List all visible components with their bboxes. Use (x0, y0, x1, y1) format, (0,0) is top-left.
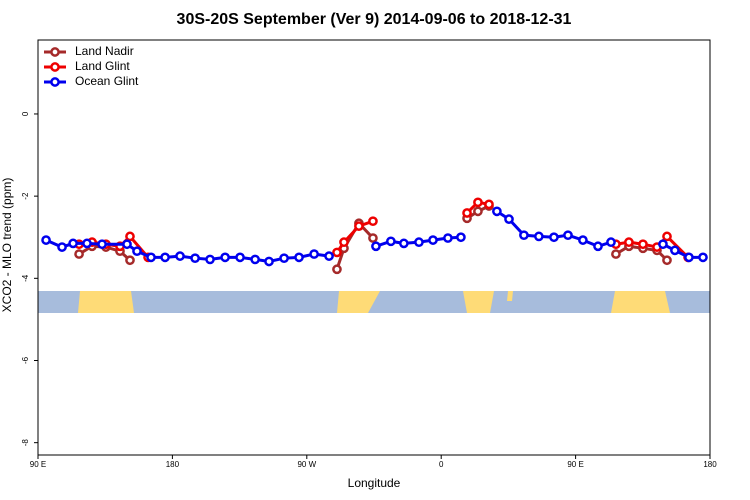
data-point (160, 252, 170, 263)
data-point (146, 252, 156, 263)
y-tick-label: -8 (21, 439, 30, 447)
data-point (662, 255, 672, 266)
data-point (386, 236, 396, 247)
x-tick-label: 0 (439, 460, 444, 469)
x-axis-label: Longitude (348, 476, 401, 490)
data-point (294, 252, 304, 263)
y-tick-label: -6 (21, 356, 30, 364)
data-point (125, 255, 135, 266)
data-point (534, 231, 544, 242)
data-point (279, 253, 289, 264)
data-point (125, 231, 135, 242)
data-point (462, 208, 472, 218)
chart-title: 30S-20S September (Ver 9) 2014-09-06 to … (177, 11, 572, 28)
data-point (264, 256, 274, 267)
legend-label: Land Nadir (75, 44, 134, 58)
data-point (549, 232, 559, 243)
data-point (309, 249, 319, 259)
legend-marker (50, 77, 60, 87)
legend-label: Ocean Glint (75, 74, 139, 88)
data-point (368, 233, 378, 243)
data-point (670, 245, 680, 256)
data-point (82, 238, 92, 249)
data-point (235, 252, 245, 263)
data-point (443, 233, 453, 243)
data-point (97, 239, 107, 250)
data-point (563, 230, 573, 241)
data-point (220, 252, 230, 263)
data-point (473, 197, 483, 208)
legend-marker (50, 47, 60, 57)
data-point (414, 237, 424, 248)
data-point (473, 206, 483, 217)
data-point (611, 249, 621, 259)
data-point (658, 239, 668, 250)
data-point (68, 238, 78, 249)
plot-frame (37, 39, 711, 456)
y-axis-label: XCO2 - MLO trend (ppm) (0, 178, 14, 313)
x-tick-label: 180 (703, 460, 717, 469)
data-point (332, 264, 342, 275)
data-point (504, 214, 514, 224)
data-point (456, 232, 466, 243)
data-point (399, 238, 409, 249)
data-point (205, 254, 215, 265)
data-point (250, 254, 260, 265)
data-point (339, 237, 349, 248)
x-tick-label: 180 (166, 460, 180, 469)
x-tick-label: 90 W (297, 460, 316, 469)
data-point (371, 241, 381, 252)
data-point (593, 241, 603, 252)
map-strip (38, 291, 710, 313)
data-point (122, 239, 132, 250)
data-point (606, 237, 616, 248)
legend-marker (50, 62, 60, 72)
data-point (57, 242, 67, 252)
x-tick-label: 90 E (30, 460, 46, 469)
x-tick-label: 90 E (567, 460, 583, 469)
y-tick-label: -4 (21, 274, 30, 282)
data-point (190, 253, 200, 264)
data-point (132, 246, 142, 257)
data-point (624, 237, 634, 248)
data-point (324, 251, 334, 261)
land-strip (78, 291, 134, 313)
data-point (638, 239, 648, 250)
data-point (684, 252, 694, 263)
data-point (41, 235, 51, 245)
y-tick-label: -2 (21, 192, 30, 200)
data-point (662, 231, 672, 242)
data-point (428, 235, 438, 245)
land-strip (463, 291, 494, 313)
series-line (335, 219, 374, 254)
data-point (74, 249, 84, 259)
series-line (662, 242, 703, 259)
y-tick-label: 0 (21, 111, 30, 116)
data-point (492, 206, 502, 217)
data-point (175, 251, 185, 261)
data-point (698, 252, 708, 263)
data-point (519, 230, 529, 241)
data-point (332, 247, 342, 258)
land-strip (611, 291, 670, 313)
data-point (484, 199, 494, 210)
data-point (578, 235, 588, 245)
land-strip (337, 291, 380, 313)
data-point (368, 216, 378, 227)
data-point (354, 221, 364, 231)
land-strip (507, 291, 513, 301)
legend-label: Land Glint (75, 59, 130, 73)
